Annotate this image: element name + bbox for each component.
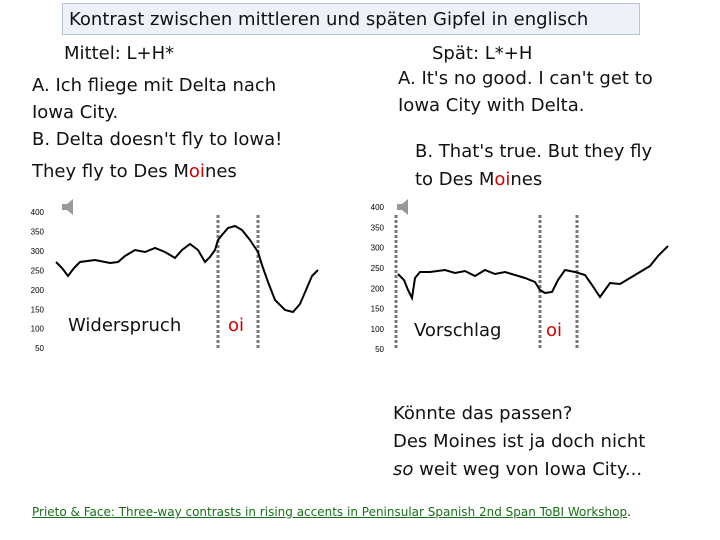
speaker-icon[interactable] bbox=[397, 199, 408, 215]
pitch-contour bbox=[397, 245, 669, 302]
text: They fly to Des M bbox=[32, 161, 189, 182]
y-tick-label: 350 bbox=[31, 228, 45, 237]
citation-link[interactable]: Prieto & Face: Three-way contrasts in ri… bbox=[32, 505, 628, 519]
question-line: so weit weg von Iowa City... bbox=[393, 458, 642, 482]
text-line: to Des Moines bbox=[415, 168, 542, 192]
chart-label: Vorschlag bbox=[414, 320, 502, 341]
text: nes bbox=[204, 161, 237, 182]
pitch-contour bbox=[55, 224, 319, 314]
y-tick-label: 400 bbox=[31, 208, 45, 217]
y-tick-label: 150 bbox=[31, 305, 45, 314]
heading: Spät: L*+H bbox=[432, 43, 533, 64]
marker-label: oi bbox=[228, 315, 245, 336]
y-tick-label: 300 bbox=[371, 244, 385, 253]
pitch-tracks: 400 350 300 250 200 150 100 50 400 350 300 250 200 15… bbox=[31, 199, 669, 354]
question-line: Des Moines ist ja doch nicht bbox=[393, 431, 646, 452]
y-tick-label: 50 bbox=[375, 345, 384, 354]
title: Kontrast zwischen mittleren und späten G… bbox=[62, 3, 640, 35]
y-tick-label: 400 bbox=[371, 203, 385, 212]
marker-label: oi bbox=[546, 320, 563, 341]
y-tick-label: 100 bbox=[371, 325, 385, 334]
y-tick-label: 250 bbox=[31, 266, 45, 275]
y-tick-label: 200 bbox=[371, 284, 385, 293]
text-line: B. That's true. But they fly bbox=[415, 141, 653, 162]
text: nes bbox=[510, 169, 543, 190]
text: weit weg von Iowa City... bbox=[413, 459, 643, 480]
text-line: Iowa City. bbox=[32, 102, 119, 123]
text-line: A. It's no good. I can't get to bbox=[398, 68, 653, 89]
text-line: Iowa City with Delta. bbox=[398, 95, 585, 116]
y-tick-label: 50 bbox=[35, 344, 44, 353]
y-tick-label: 200 bbox=[31, 286, 45, 295]
y-tick-label: 100 bbox=[31, 325, 45, 334]
speaker-icon[interactable] bbox=[62, 199, 73, 215]
y-tick-label: 150 bbox=[371, 305, 385, 314]
y-tick-label: 350 bbox=[371, 223, 385, 232]
text-line: A. Ich fliege mit Delta nach bbox=[32, 75, 277, 96]
heading: Mittel: L+H* bbox=[64, 43, 175, 64]
chart-label: Widerspruch bbox=[68, 315, 182, 336]
y-tick-label: 300 bbox=[31, 247, 45, 256]
highlight: oi bbox=[494, 169, 511, 190]
y-tick-label: 250 bbox=[371, 264, 385, 273]
emphasis: so bbox=[393, 459, 414, 480]
footer: Prieto & Face: Three-way contrasts in ri… bbox=[32, 500, 631, 524]
text-line: They fly to Des Moines bbox=[32, 160, 237, 184]
text: . bbox=[627, 505, 631, 519]
highlight: oi bbox=[188, 161, 205, 182]
text: to Des M bbox=[415, 169, 495, 190]
text-line: B. Delta doesn't fly to Iowa! bbox=[32, 129, 283, 150]
question-line: Könnte das passen? bbox=[393, 403, 573, 424]
